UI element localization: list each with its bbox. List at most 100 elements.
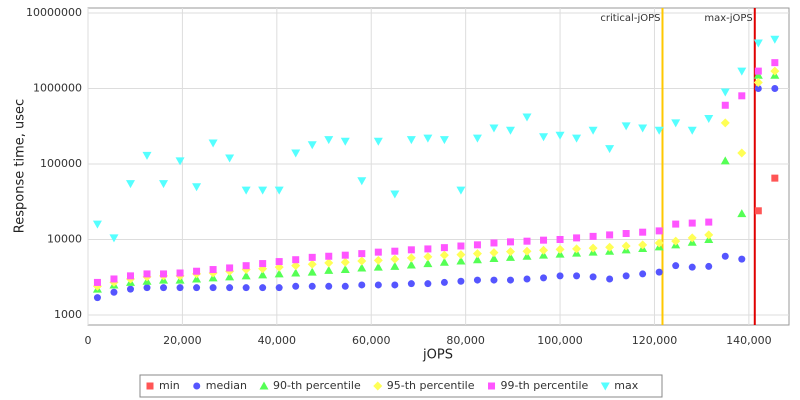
point: [340, 257, 350, 267]
point: [738, 255, 746, 263]
point: [655, 227, 663, 235]
point: [539, 245, 549, 255]
point: [176, 284, 184, 292]
point: [407, 246, 415, 254]
point: [555, 131, 565, 140]
point: [126, 272, 134, 280]
point: [308, 282, 316, 290]
point: [193, 267, 201, 275]
legend-label: 99-th percentile: [501, 379, 589, 392]
x-tick-label: 60,000: [352, 334, 391, 347]
point: [143, 284, 151, 292]
point: [771, 85, 779, 93]
point: [439, 250, 449, 260]
point: [522, 113, 532, 122]
point: [472, 134, 482, 143]
x-tick-label: 20,000: [163, 334, 202, 347]
point: [506, 238, 514, 246]
point: [720, 88, 730, 97]
point: [424, 245, 432, 253]
point: [654, 238, 664, 248]
legend-label: 95-th percentile: [387, 379, 475, 392]
point: [341, 282, 349, 290]
point: [439, 136, 449, 145]
annotation-label: max-jOPS: [704, 13, 752, 24]
point: [325, 282, 333, 290]
x-tick-label: 80,000: [446, 334, 485, 347]
point: [621, 241, 631, 251]
point: [490, 239, 498, 247]
point: [226, 264, 234, 272]
point: [573, 272, 581, 280]
point: [93, 278, 101, 286]
point: [688, 219, 696, 227]
legend-marker: [193, 382, 201, 390]
point: [192, 183, 202, 192]
point: [142, 151, 152, 160]
point: [439, 257, 449, 266]
point: [176, 269, 184, 277]
point: [258, 270, 268, 279]
point: [770, 66, 780, 76]
point: [720, 118, 730, 128]
point: [275, 258, 283, 266]
point: [705, 218, 713, 226]
point: [605, 145, 615, 154]
point: [373, 262, 383, 271]
point: [738, 92, 746, 100]
point: [93, 294, 101, 302]
point: [472, 255, 482, 264]
point: [390, 261, 400, 270]
point: [92, 220, 102, 229]
point: [622, 272, 630, 280]
y-tick-label: 1000000: [33, 82, 82, 95]
point: [259, 284, 267, 292]
point: [506, 276, 514, 284]
point: [753, 70, 763, 79]
point: [292, 256, 300, 264]
point: [505, 126, 515, 135]
point: [737, 148, 747, 158]
point: [275, 284, 283, 292]
point: [423, 134, 433, 143]
point: [274, 186, 284, 195]
point: [307, 267, 317, 276]
point: [671, 236, 681, 246]
point: [258, 186, 268, 195]
legend-marker: [488, 382, 496, 390]
point: [406, 136, 416, 145]
point: [390, 190, 400, 199]
point: [540, 274, 548, 282]
point: [489, 248, 499, 258]
point: [621, 122, 631, 131]
point: [125, 180, 135, 189]
point: [721, 101, 729, 109]
point: [654, 126, 664, 135]
point: [671, 119, 681, 128]
point: [109, 234, 119, 243]
point: [308, 253, 316, 261]
point: [687, 126, 697, 135]
point: [672, 220, 680, 228]
legend-marker: [259, 381, 269, 390]
point: [175, 157, 185, 166]
point: [110, 288, 118, 296]
point: [588, 243, 598, 253]
legend-label: 90-th percentile: [273, 379, 361, 392]
point: [373, 137, 383, 146]
point: [523, 275, 531, 283]
legend-marker: [146, 382, 154, 390]
point: [754, 85, 762, 93]
x-tick-label: 100,000: [537, 334, 583, 347]
point: [523, 237, 531, 245]
point: [192, 274, 202, 283]
point: [605, 242, 615, 252]
point: [589, 273, 597, 281]
point: [391, 281, 399, 289]
point: [291, 149, 301, 158]
point: [720, 156, 730, 165]
point: [241, 271, 251, 280]
point: [737, 209, 747, 218]
point: [340, 265, 350, 274]
